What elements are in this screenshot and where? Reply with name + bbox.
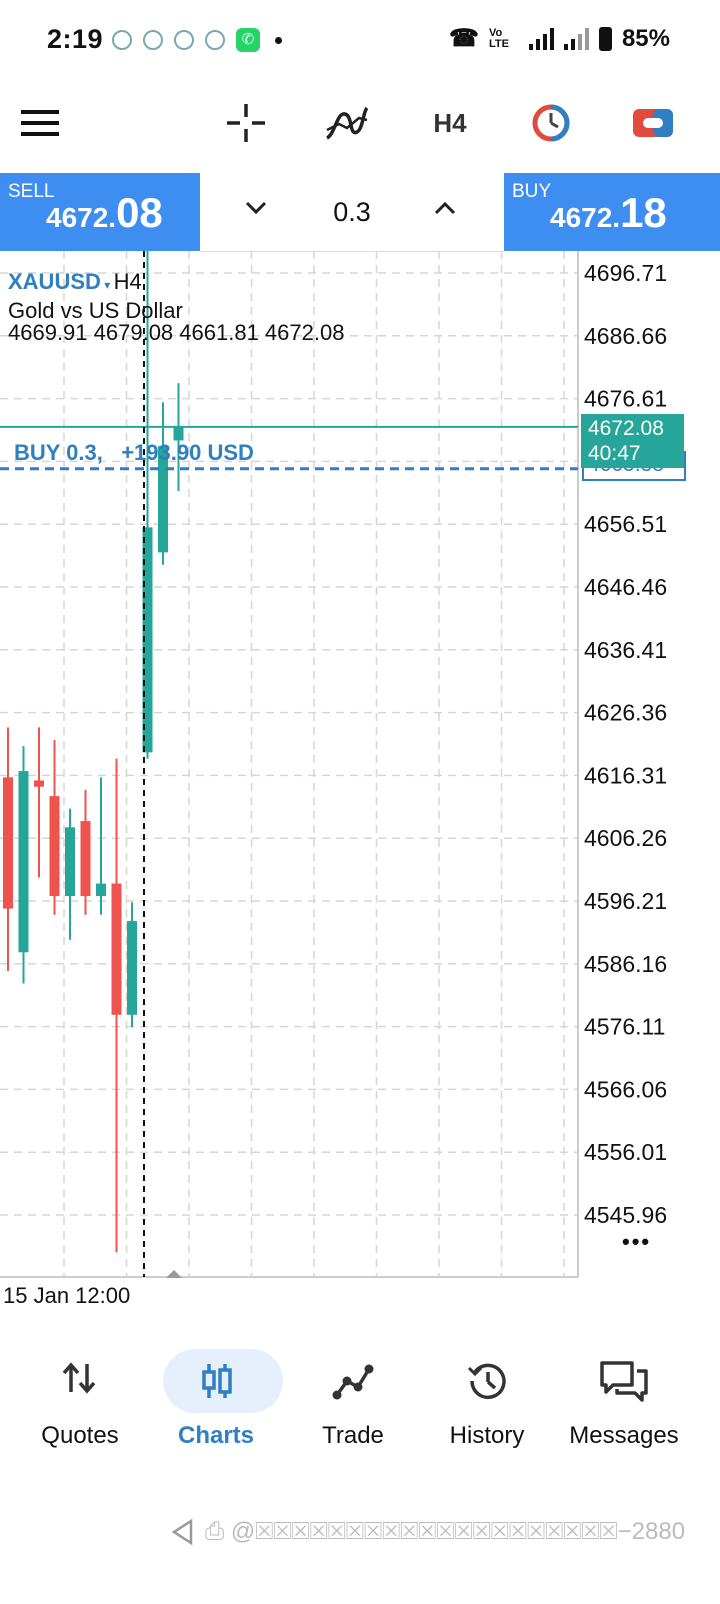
nav-label: Trade (322, 1422, 384, 1449)
price-axis-label: 4606.26 (584, 825, 667, 851)
price-axis-label: 4576.11 (584, 1014, 665, 1040)
sell-price: 4672.08 (46, 189, 163, 236)
back-icon[interactable] (170, 1518, 194, 1551)
indicators-icon[interactable] (324, 100, 370, 146)
volume-control: 0.3 (200, 173, 504, 252)
price-axis-label: 4596.21 (584, 888, 667, 914)
candle-body (142, 527, 153, 753)
crosshair-icon[interactable] (224, 100, 268, 146)
ohlc-values: 4669.91 4679.08 4661.81 4672.08 (8, 320, 345, 345)
volume-increase-button[interactable] (433, 200, 457, 221)
candle-body (173, 426, 184, 441)
signal-icon (563, 27, 589, 50)
sell-label: SELL (8, 181, 55, 202)
notification-icon (205, 30, 225, 50)
chart-symbol-header: XAUUSD ▾ H4 (8, 269, 142, 295)
messages-icon (599, 1358, 649, 1409)
price-axis-label: 4696.71 (584, 260, 667, 286)
signal-icon (528, 27, 554, 50)
price-axis-label: 4676.61 (584, 386, 667, 412)
scroll-marker-icon (166, 1270, 182, 1278)
charts-icon (200, 1362, 234, 1405)
price-axis-label: 4626.36 (584, 700, 667, 726)
quotes-icon (62, 1362, 96, 1399)
price-axis-label: 4566.06 (584, 1076, 667, 1102)
chart-more-button[interactable]: ••• (622, 1229, 652, 1254)
candle-body (3, 777, 13, 909)
symbol-dropdown-icon[interactable]: ▾ (100, 278, 114, 292)
notification-icon (112, 30, 132, 50)
chart-timeframe: H4 (113, 269, 142, 294)
buy-label: BUY (512, 181, 552, 202)
more-notifications-icon (275, 37, 282, 44)
nav-quotes[interactable]: Quotes (10, 1340, 150, 1460)
trade-icon (332, 1364, 374, 1405)
current-price: 4672.08 (588, 417, 664, 440)
system-icons: ☎ Vo LTE 85% (449, 24, 670, 53)
battery-icon (598, 26, 612, 51)
price-axis-label: 4556.01 (584, 1139, 667, 1165)
bottom-navigation: Quotes Charts Trade History Messages (0, 1340, 720, 1480)
price-chart[interactable]: 4696.714686.664676.614666.564656.514646.… (0, 158, 720, 1311)
nav-charts[interactable]: Charts (146, 1340, 286, 1460)
candle-body (65, 827, 75, 897)
price-axis-label: 4616.31 (584, 762, 667, 788)
nav-label: Quotes (41, 1422, 119, 1449)
candle-body (111, 883, 122, 1015)
position-label[interactable]: BUY 0.3, +193.90 USD (14, 440, 254, 465)
price-axis-label: 4586.16 (584, 951, 667, 977)
sell-button[interactable]: SELL 4672.08 (0, 173, 200, 251)
symbol-name[interactable]: XAUUSD (8, 269, 101, 294)
candle-body (49, 796, 60, 897)
candle-body (158, 446, 168, 553)
watermark-text: ⎙ @☒☒☒☒☒☒☒☒☒☒☒☒☒☒☒☒☒☒☒☒−2880 (205, 1518, 686, 1545)
battery-level: 85% (621, 24, 670, 52)
toggle-icon[interactable] (631, 100, 675, 146)
notification-icon (143, 30, 163, 50)
chart-toolbar: H4 (0, 80, 720, 172)
candle-body (127, 921, 137, 1015)
nav-history[interactable]: History (417, 1340, 557, 1460)
price-axis-label: 4545.96 (584, 1202, 667, 1228)
nav-label: Messages (569, 1422, 679, 1449)
volte-icon: Vo LTE (488, 26, 509, 50)
nav-label: Charts (177, 1422, 255, 1449)
volume-value[interactable]: 0.3 (333, 197, 371, 227)
trade-clock-icon[interactable] (530, 100, 572, 146)
crosshair-date-label: 15 Jan 12:00 (3, 1283, 131, 1308)
nav-label: History (449, 1422, 525, 1449)
system-navigation-bar: ⎙ @☒☒☒☒☒☒☒☒☒☒☒☒☒☒☒☒☒☒☒☒−2880 (0, 1500, 720, 1604)
price-axis-label: 4646.46 (584, 574, 667, 600)
candle-body (96, 883, 106, 897)
nav-trade[interactable]: Trade (283, 1340, 423, 1460)
current-price-tag: 4672.08 40:47 (581, 414, 684, 468)
buy-button[interactable]: BUY 4672.18 (504, 173, 720, 251)
nav-messages[interactable]: Messages (554, 1340, 694, 1460)
notification-icon (174, 30, 194, 50)
timeframe-button[interactable]: H4 (433, 107, 467, 138)
status-bar: 2:19 ✆ ☎ Vo LTE 85% (0, 0, 720, 80)
candle-body (18, 771, 29, 953)
chart-canvas[interactable]: 4696.714686.664676.614666.564656.514646.… (0, 158, 720, 1311)
wifi-calling-icon: ☎ (449, 25, 479, 52)
history-icon (467, 1360, 509, 1407)
volume-decrease-button[interactable] (244, 200, 268, 221)
symbol-description: Gold vs US Dollar (8, 298, 183, 323)
candle-body (34, 780, 44, 787)
price-axis-label: 4656.51 (584, 511, 667, 537)
price-axis-label: 4636.41 (584, 637, 667, 663)
status-time: 2:19 (47, 24, 104, 54)
one-click-trade-bar: SELL 4672.08 0.3 BUY 4672.18 (0, 173, 720, 252)
whatsapp-icon: ✆ (236, 28, 260, 52)
menu-icon[interactable] (20, 100, 60, 146)
bar-countdown: 40:47 (588, 442, 641, 465)
price-axis-label: 4686.66 (584, 323, 667, 349)
candle-body (80, 821, 91, 897)
buy-price: 4672.18 (550, 189, 667, 236)
